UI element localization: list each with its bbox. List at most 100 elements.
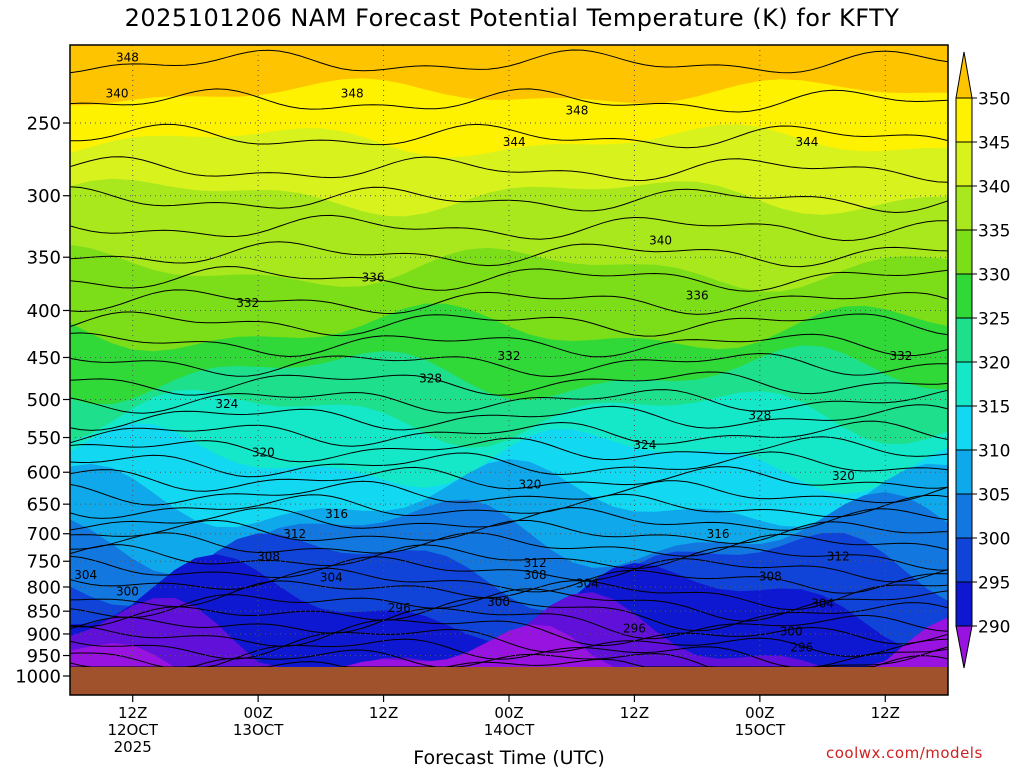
y-tick-label: 250 <box>27 114 61 135</box>
contour-label: 320 <box>518 478 541 492</box>
contour-label: 328 <box>748 409 771 423</box>
y-tick-label: 500 <box>27 390 61 411</box>
x-axis-label: Forecast Time (UTC) <box>413 747 604 768</box>
colorbar-swatch <box>955 273 973 319</box>
y-tick-label: 300 <box>27 186 61 207</box>
contour-label: 312 <box>524 556 547 570</box>
contour-line <box>70 480 948 506</box>
contour-label: 324 <box>633 438 656 452</box>
contour-line <box>70 156 948 183</box>
colorbar-label: 310 <box>978 442 1010 462</box>
colorbar-label: 305 <box>978 486 1010 506</box>
contour-label: 304 <box>811 597 834 611</box>
contour-label: 304 <box>74 568 97 582</box>
x-tick-label: 15OCT <box>735 721 786 739</box>
colorbar-arrow-bottom <box>955 625 973 669</box>
colorbar-swatch <box>955 405 973 451</box>
contour-label: 312 <box>283 527 306 541</box>
theta-band <box>70 617 948 667</box>
x-tick-label: 12Z <box>118 704 147 722</box>
contour-label: 316 <box>325 507 348 521</box>
colorbar-label: 340 <box>978 178 1010 198</box>
contour-label: 340 <box>106 87 129 101</box>
colorbar-swatch <box>955 141 973 187</box>
contour-label: 308 <box>759 569 782 583</box>
contour-labels: 348 348 348 344 344 340 340 336 336 332 332 332 328 3… <box>74 51 912 655</box>
y-tick-label: 400 <box>27 301 61 322</box>
contour-line <box>70 519 948 544</box>
colorbar-label: 295 <box>978 574 1010 594</box>
y-tick-label: 800 <box>27 577 61 598</box>
x-tick-label: 12Z <box>871 704 900 722</box>
y-tick-label: 600 <box>27 463 61 484</box>
contour-label: 312 <box>827 549 850 563</box>
contour-label: 344 <box>503 135 526 149</box>
contour-label: 308 <box>257 549 280 563</box>
colorbar-arrow-top <box>955 51 973 99</box>
contour-label: 296 <box>388 601 411 615</box>
y-tick-label: 450 <box>27 348 61 369</box>
contour-line <box>70 332 948 358</box>
contour-label: 348 <box>341 87 364 101</box>
y-tick-label: 650 <box>27 495 61 516</box>
contour-line <box>70 555 948 583</box>
x-tick-label: 13OCT <box>233 721 284 739</box>
x-tick-label: 12OCT <box>107 721 158 739</box>
colorbar-label: 345 <box>978 134 1010 154</box>
contour-label: 320 <box>832 469 855 483</box>
contour-label: 332 <box>236 296 259 310</box>
contour-label: 300 <box>780 624 803 638</box>
contour-line <box>70 265 948 292</box>
contour-label: 348 <box>565 104 588 118</box>
x-tick-label: 2025 <box>114 738 152 756</box>
colorbar-label: 330 <box>978 266 1010 286</box>
colorbar-label: 325 <box>978 310 1010 330</box>
contour-label: 332 <box>890 349 913 363</box>
y-tick-label: 700 <box>27 524 61 545</box>
y-tick-label: 350 <box>27 248 61 269</box>
colorbar-swatch <box>955 317 973 363</box>
colorbar: 350 345 340 335 330 325 320 315 310 305 300 295 290 <box>955 51 1010 669</box>
x-tick-label: 14OCT <box>484 721 535 739</box>
colorbar-swatch <box>955 361 973 407</box>
ground-band <box>70 667 948 695</box>
colorbar-swatch <box>955 493 973 539</box>
x-tick-label: 00Z <box>494 704 523 722</box>
contour-label: 316 <box>707 527 730 541</box>
contour-line <box>70 619 948 647</box>
contour-label: 308 <box>524 568 547 582</box>
contour-label: 336 <box>686 289 709 303</box>
credit-text: coolwx.com/models <box>826 744 983 762</box>
contour-line <box>70 241 948 268</box>
x-tick-label: 12Z <box>620 704 649 722</box>
contour-label: 304 <box>320 570 343 584</box>
y-tick-label: 950 <box>27 646 61 667</box>
contour-label: 344 <box>795 135 818 149</box>
contour-line <box>70 389 948 414</box>
contour-line <box>70 532 948 557</box>
contour-label: 324 <box>215 397 238 411</box>
contour-line <box>70 123 948 149</box>
contour-label: 296 <box>623 622 646 636</box>
contour-line <box>70 493 948 519</box>
contour-line <box>70 466 948 492</box>
x-tick-label: 00Z <box>745 704 774 722</box>
contour-line <box>70 655 948 667</box>
contour-label: 332 <box>498 349 521 363</box>
x-tick-label: 12Z <box>369 704 398 722</box>
colorbar-label: 290 <box>978 618 1010 638</box>
contour-line <box>70 638 948 667</box>
gridlines <box>70 45 948 695</box>
colorbar-swatch <box>955 581 973 627</box>
colorbar-label: 300 <box>978 530 1010 550</box>
colorbar-label: 315 <box>978 398 1010 418</box>
colorbar-swatch <box>955 537 973 583</box>
contour-label: 304 <box>576 576 599 590</box>
colorbar-label: 320 <box>978 354 1010 374</box>
contour-label: 320 <box>252 445 275 459</box>
contour-label: 328 <box>419 372 442 386</box>
contour-line <box>70 371 948 396</box>
